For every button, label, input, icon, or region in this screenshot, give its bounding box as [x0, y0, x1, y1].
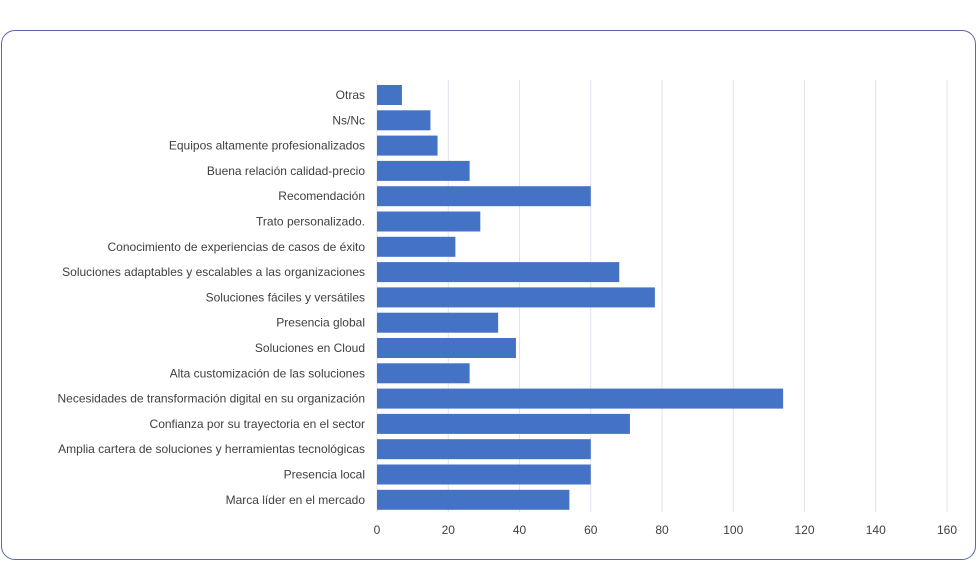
- x-tick-label: 20: [442, 523, 456, 537]
- category-label: Soluciones adaptables y escalables a las…: [62, 265, 365, 279]
- x-tick-label: 60: [584, 523, 598, 537]
- bar: [377, 236, 456, 257]
- category-label: Recomendación: [278, 189, 365, 203]
- bars: [377, 85, 784, 510]
- x-tick-label: 160: [937, 523, 957, 537]
- category-label: Marca líder en el mercado: [226, 493, 366, 507]
- category-label: Equipos altamente profesionalizados: [169, 139, 365, 153]
- x-axis-tick-labels: 0 20 40 60 80 100 120 140 160: [374, 523, 958, 537]
- category-label: Necesidades de transformación digital en…: [57, 392, 365, 406]
- category-label: Confianza por su trayectoria en el secto…: [150, 417, 365, 431]
- bar: [377, 135, 438, 156]
- bar: [377, 262, 620, 283]
- category-labels: Otras Ns/Nc Equipos altamente profesionali…: [57, 88, 365, 507]
- bar: [377, 464, 591, 485]
- category-label: Ns/Nc: [332, 113, 365, 127]
- bar: [377, 211, 481, 232]
- bar: [377, 186, 591, 207]
- bar: [377, 160, 470, 181]
- bar: [377, 85, 402, 105]
- category-label: Soluciones fáciles y versátiles: [206, 290, 365, 304]
- category-label: Amplia cartera de soluciones y herramien…: [58, 442, 365, 456]
- category-label: Alta customización de las soluciones: [170, 366, 365, 380]
- category-label: Soluciones en Cloud: [255, 341, 365, 355]
- bar: [377, 388, 784, 409]
- x-tick-label: 80: [655, 523, 669, 537]
- bar: [377, 110, 431, 131]
- category-label: Presencia global: [276, 316, 365, 330]
- bar: [377, 363, 470, 384]
- bar: [377, 489, 570, 510]
- category-label: Trato personalizado.: [256, 215, 365, 229]
- category-label: Otras: [336, 88, 365, 102]
- category-label: Conocimiento de experiencias de casos de…: [108, 240, 366, 254]
- x-tick-label: 120: [794, 523, 814, 537]
- x-tick-label: 0: [374, 523, 381, 537]
- bar: [377, 312, 499, 333]
- category-label: Presencia local: [284, 468, 365, 482]
- x-tick-label: 40: [513, 523, 527, 537]
- bar: [377, 413, 630, 434]
- x-tick-label: 140: [866, 523, 886, 537]
- bar: [377, 287, 655, 308]
- x-tick-label: 100: [723, 523, 743, 537]
- bar: [377, 338, 516, 358]
- category-label: Buena relación calidad-precio: [207, 164, 365, 178]
- bar: [377, 439, 591, 460]
